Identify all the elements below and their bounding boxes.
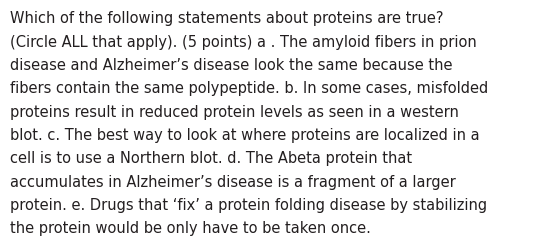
Text: proteins result in reduced protein levels as seen in a western: proteins result in reduced protein level… <box>10 104 459 119</box>
Text: (Circle ALL that apply). (5 points) a . The amyloid fibers in prion: (Circle ALL that apply). (5 points) a . … <box>10 34 477 50</box>
Text: blot. c. The best way to look at where proteins are localized in a: blot. c. The best way to look at where p… <box>10 128 480 142</box>
Text: disease and Alzheimer’s disease look the same because the: disease and Alzheimer’s disease look the… <box>10 58 453 73</box>
Text: cell is to use a Northern blot. d. The Abeta protein that: cell is to use a Northern blot. d. The A… <box>10 151 412 166</box>
Text: fibers contain the same polypeptide. b. In some cases, misfolded: fibers contain the same polypeptide. b. … <box>10 81 488 96</box>
Text: protein. e. Drugs that ‘fix’ a protein folding disease by stabilizing: protein. e. Drugs that ‘fix’ a protein f… <box>10 197 487 212</box>
Text: the protein would be only have to be taken once.: the protein would be only have to be tak… <box>10 220 371 236</box>
Text: Which of the following statements about proteins are true?: Which of the following statements about … <box>10 11 444 26</box>
Text: accumulates in Alzheimer’s disease is a fragment of a larger: accumulates in Alzheimer’s disease is a … <box>10 174 456 189</box>
